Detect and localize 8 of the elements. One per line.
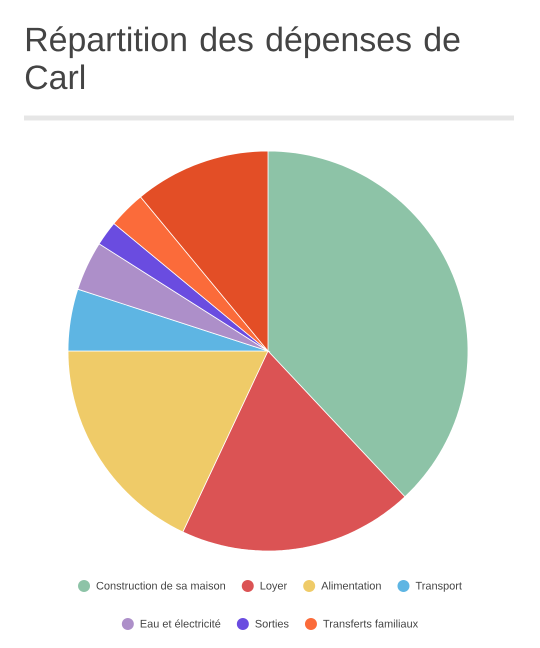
legend-label: Eau et électricité	[140, 619, 220, 628]
legend-label: Construction de sa maison	[96, 582, 226, 590]
legend-label: Alimentation	[321, 582, 381, 590]
legend-label: Transport	[416, 582, 462, 592]
legend-label: Loyer	[260, 582, 287, 592]
legend-label: Transferts familiaux	[323, 620, 418, 628]
legend-label: Sorties	[255, 620, 289, 628]
chart-title: Répartition des dépenses de Carl	[26, 26, 460, 90]
